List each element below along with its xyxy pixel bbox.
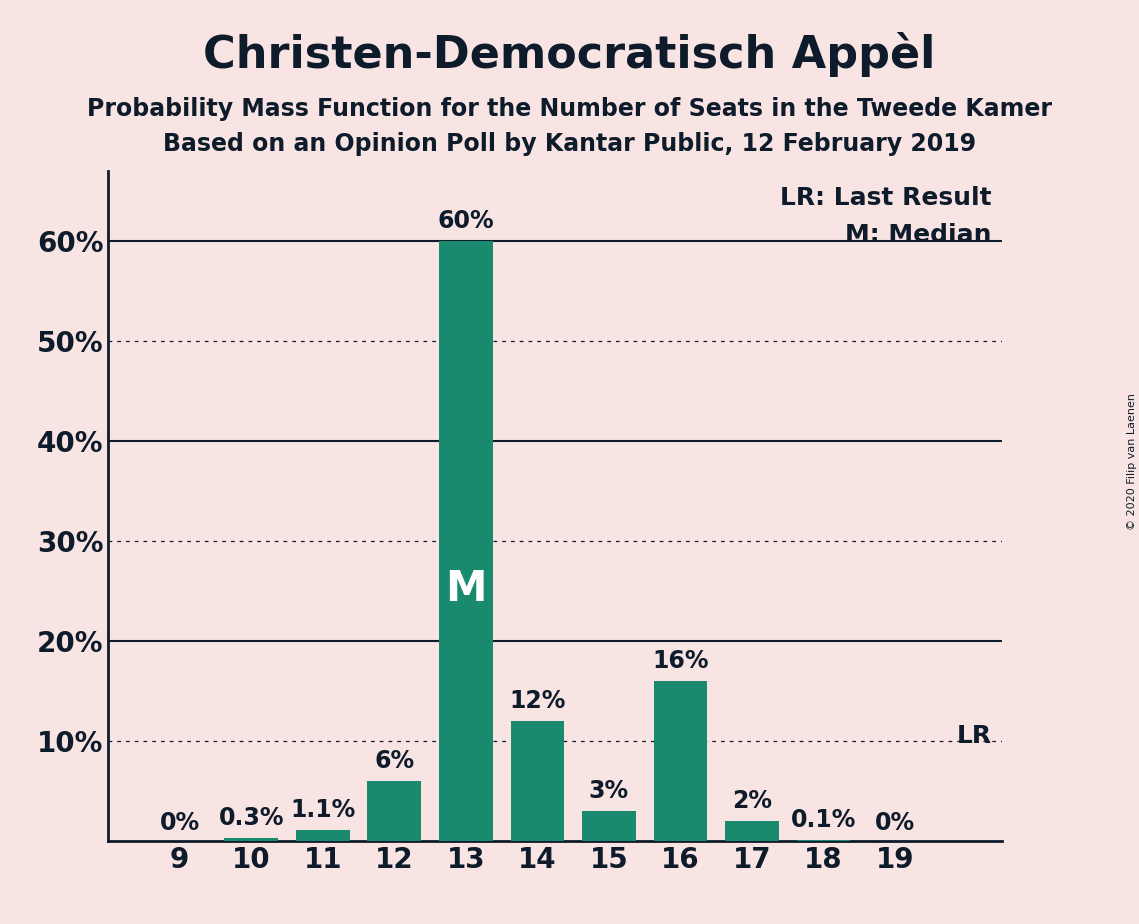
Text: 16%: 16% <box>653 649 708 673</box>
Text: 60%: 60% <box>437 209 494 233</box>
Bar <box>510 721 564 841</box>
Text: 3%: 3% <box>589 779 629 803</box>
Bar <box>439 241 493 841</box>
Bar <box>654 681 707 841</box>
Bar <box>582 811 636 841</box>
Text: M: M <box>445 568 486 610</box>
Bar <box>296 830 350 841</box>
Text: Based on an Opinion Poll by Kantar Public, 12 February 2019: Based on an Opinion Poll by Kantar Publi… <box>163 132 976 156</box>
Text: LR: Last Result: LR: Last Result <box>780 186 992 210</box>
Bar <box>796 840 851 841</box>
Text: Probability Mass Function for the Number of Seats in the Tweede Kamer: Probability Mass Function for the Number… <box>87 97 1052 121</box>
Text: 0%: 0% <box>875 811 915 835</box>
Bar <box>726 821 779 841</box>
Bar <box>368 781 421 841</box>
Text: 2%: 2% <box>732 789 772 813</box>
Text: 1.1%: 1.1% <box>290 797 355 821</box>
Text: 6%: 6% <box>375 748 415 772</box>
Text: 0%: 0% <box>159 811 199 835</box>
Text: 0.3%: 0.3% <box>219 806 284 830</box>
Text: 0.1%: 0.1% <box>790 808 857 832</box>
Text: Christen-Democratisch Appèl: Christen-Democratisch Appèl <box>204 32 935 78</box>
Text: 12%: 12% <box>509 689 566 712</box>
Text: LR: LR <box>957 723 992 748</box>
Text: © 2020 Filip van Laenen: © 2020 Filip van Laenen <box>1126 394 1137 530</box>
Text: M: Median: M: Median <box>845 223 992 247</box>
Bar <box>224 838 278 841</box>
